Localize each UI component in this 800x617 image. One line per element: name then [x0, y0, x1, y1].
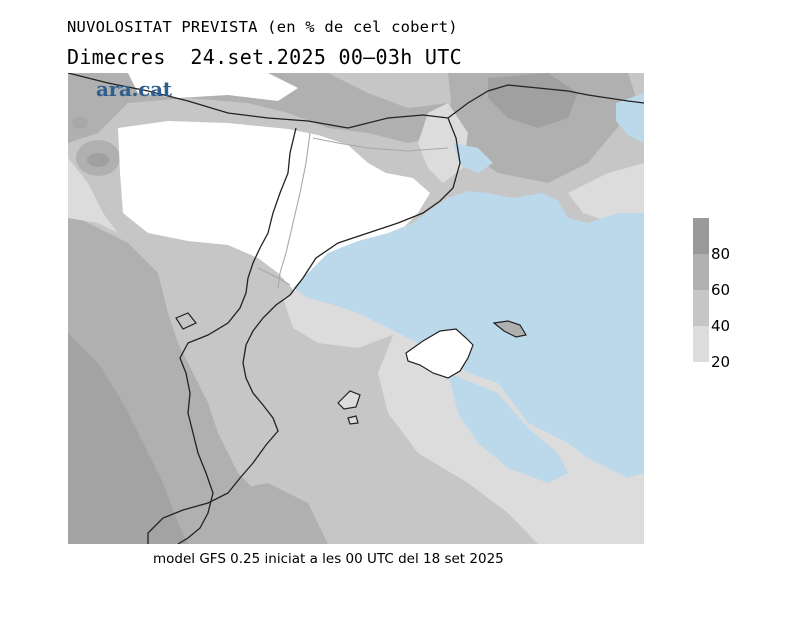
aracat-logo: ara.cat: [96, 77, 172, 101]
province-border-2: [312, 137, 449, 152]
model-info: model GFS 0.25 iniciat a les 00 UTC del …: [153, 551, 504, 567]
clear-sky-north: [128, 73, 298, 101]
province-border-3: [257, 267, 291, 286]
island-mallorca: [405, 328, 474, 379]
province-border-1: [277, 132, 311, 289]
island-formentera: [347, 415, 359, 425]
cloud-zone-south-dark: [218, 483, 328, 544]
color-legend: [693, 218, 709, 362]
map-canvas: [68, 73, 644, 544]
island-eivissa: [337, 390, 361, 410]
legend-label-40: 40: [711, 317, 731, 335]
cloud-cover-map[interactable]: ara.cat: [68, 73, 644, 544]
cloud-zone-light-north: [68, 158, 118, 233]
sea-clear-gulf: [453, 143, 493, 173]
legend-bin-40-60: [693, 290, 709, 326]
border-region-west: [177, 127, 297, 544]
border-region-inlet: [175, 312, 197, 330]
legend-label-80: 80: [711, 245, 731, 263]
legend-bin-80-100: [693, 218, 709, 254]
legend-label-60: 60: [711, 281, 731, 299]
cloud-patch: [72, 117, 88, 129]
cloud-zone-southwest-darker: [68, 333, 188, 544]
cloud-patch: [87, 153, 109, 167]
cloud-zone-light-northeast: [418, 103, 468, 183]
legend-label-20: 20: [711, 353, 731, 371]
cloud-zone-northeast-darker: [488, 73, 578, 128]
coastline: [147, 117, 461, 544]
legend-bin-60-80: [693, 254, 709, 290]
legend-bin-20-40: [693, 326, 709, 362]
chart-title: NUVOLOSITAT PREVISTA (en % de cel cobert…: [67, 18, 458, 36]
sea-clear-northeast: [616, 93, 644, 143]
sea-clear-area-south: [448, 373, 568, 483]
sea-clear-area: [293, 191, 644, 478]
border-france-spain: [68, 73, 644, 129]
forecast-date: Dimecres 24.set.2025 00–03h UTC: [67, 45, 462, 69]
island-menorca: [492, 320, 527, 338]
